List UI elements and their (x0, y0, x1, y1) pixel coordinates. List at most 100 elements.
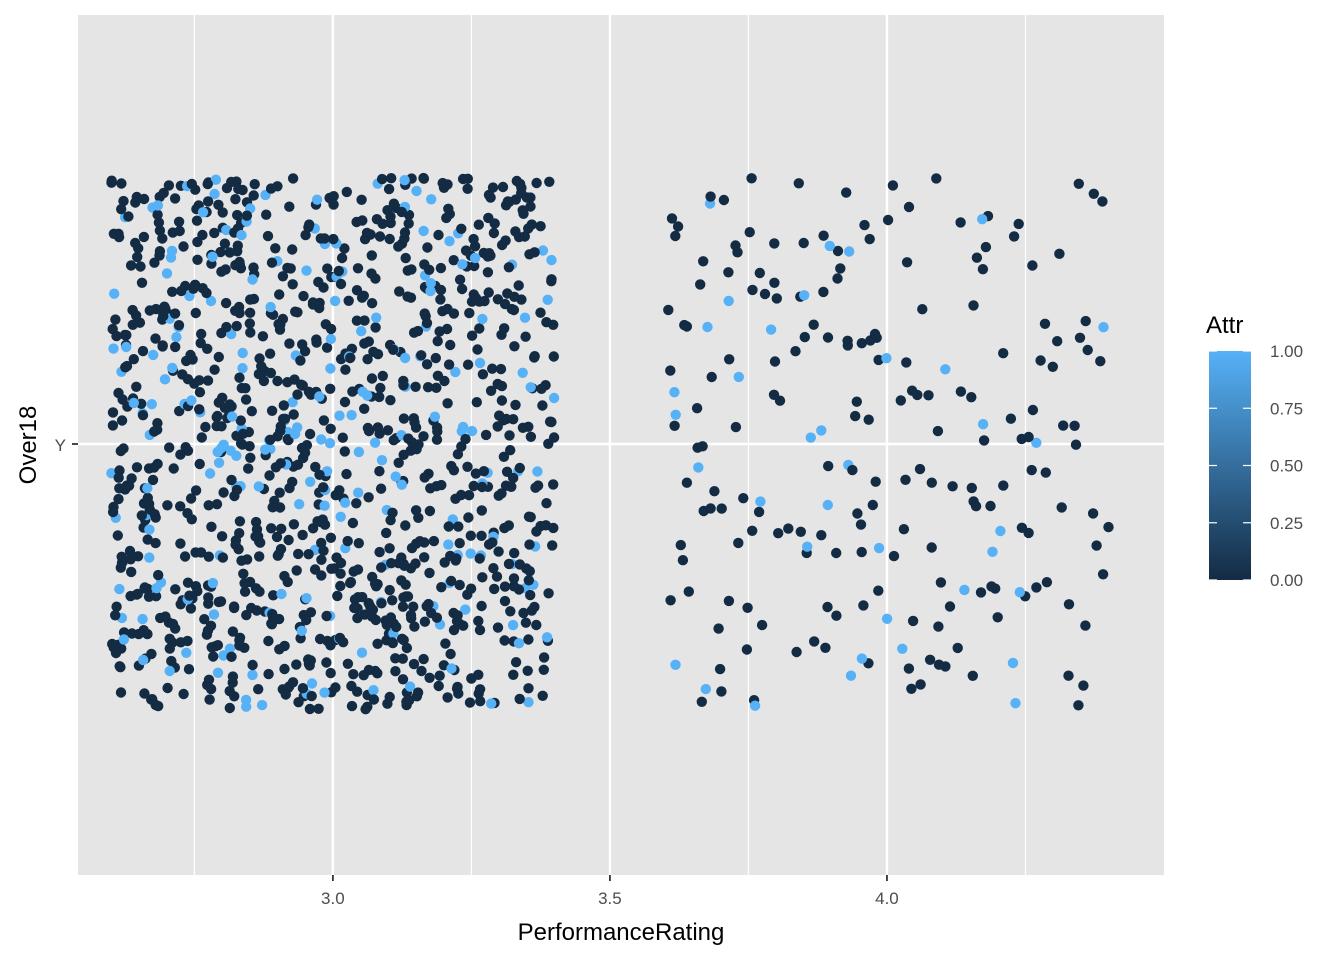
data-point (316, 554, 327, 565)
data-point (536, 383, 547, 394)
data-point (1013, 218, 1024, 230)
data-point (495, 363, 507, 375)
data-point (499, 595, 511, 607)
data-point (205, 620, 217, 631)
data-point (944, 601, 956, 612)
data-point (175, 501, 186, 512)
data-point (474, 323, 485, 334)
data-point (374, 231, 386, 242)
data-point (357, 591, 368, 603)
data-point (505, 445, 516, 456)
data-point (464, 307, 475, 319)
data-point (510, 657, 522, 668)
data-point (469, 252, 481, 264)
data-point (339, 396, 351, 408)
data-point (374, 391, 385, 403)
data-point (414, 536, 426, 547)
data-point (933, 659, 945, 670)
data-point (756, 619, 768, 631)
data-point (477, 572, 488, 583)
data-point (132, 551, 144, 562)
data-point (508, 304, 520, 316)
data-point (351, 285, 363, 296)
data-point (375, 382, 386, 394)
data-point (162, 682, 173, 694)
data-point (243, 463, 254, 474)
data-point (363, 664, 375, 676)
data-point (530, 482, 541, 493)
data-point (425, 285, 436, 297)
data-point (232, 246, 243, 257)
data-point (476, 600, 487, 612)
data-point (744, 227, 755, 238)
data-point (143, 591, 155, 602)
data-point (435, 284, 447, 296)
data-point (251, 605, 262, 616)
data-point (356, 647, 368, 658)
data-point (514, 693, 525, 705)
data-point (514, 462, 525, 474)
data-point (212, 667, 224, 678)
data-point (254, 551, 265, 562)
data-point (404, 695, 415, 706)
data-point (432, 336, 443, 347)
data-point (769, 356, 781, 367)
data-point (183, 664, 195, 675)
data-point (718, 194, 730, 206)
axes: 3.0 3.5 4.0 Y (55, 436, 899, 908)
data-point (733, 537, 744, 549)
data-point (339, 497, 351, 508)
data-point (301, 593, 312, 604)
data-point (334, 485, 345, 496)
data-point (244, 318, 255, 329)
data-point (160, 611, 171, 622)
data-point (115, 662, 126, 673)
data-point (412, 687, 424, 698)
data-point (435, 294, 446, 305)
data-point (250, 531, 261, 542)
data-point (434, 670, 445, 681)
data-point (142, 483, 153, 494)
data-point (176, 285, 187, 297)
data-point (236, 229, 247, 241)
data-point (1031, 437, 1042, 448)
data-point (116, 551, 127, 562)
data-point (446, 575, 457, 587)
data-point (291, 565, 302, 576)
data-point (426, 194, 437, 205)
data-point (1069, 420, 1080, 431)
data-point (154, 225, 166, 236)
data-point (462, 183, 473, 194)
data-point (179, 551, 191, 562)
data-point (356, 326, 367, 337)
data-point (279, 570, 290, 582)
data-point (442, 398, 453, 409)
data-point (190, 307, 201, 319)
data-point (959, 584, 970, 596)
data-point (118, 634, 130, 645)
data-point (377, 370, 388, 382)
data-point (452, 610, 463, 621)
data-point (538, 652, 550, 663)
x-tick-label: 3.0 (321, 889, 345, 908)
data-point (492, 294, 504, 305)
data-point (200, 421, 211, 433)
data-point (264, 348, 276, 359)
data-point (915, 679, 926, 690)
data-point (696, 696, 707, 707)
data-point (529, 352, 540, 363)
data-point (525, 382, 536, 393)
data-point (272, 375, 283, 387)
data-point (888, 550, 900, 562)
data-point (881, 613, 893, 624)
data-point (410, 381, 421, 392)
data-point (975, 587, 987, 598)
data-point (406, 437, 418, 448)
data-point (352, 564, 364, 575)
data-point (226, 474, 237, 486)
data-point (1080, 620, 1091, 631)
data-point (955, 217, 966, 228)
data-point (822, 601, 833, 613)
data-point (391, 621, 402, 633)
data-point (169, 308, 181, 319)
